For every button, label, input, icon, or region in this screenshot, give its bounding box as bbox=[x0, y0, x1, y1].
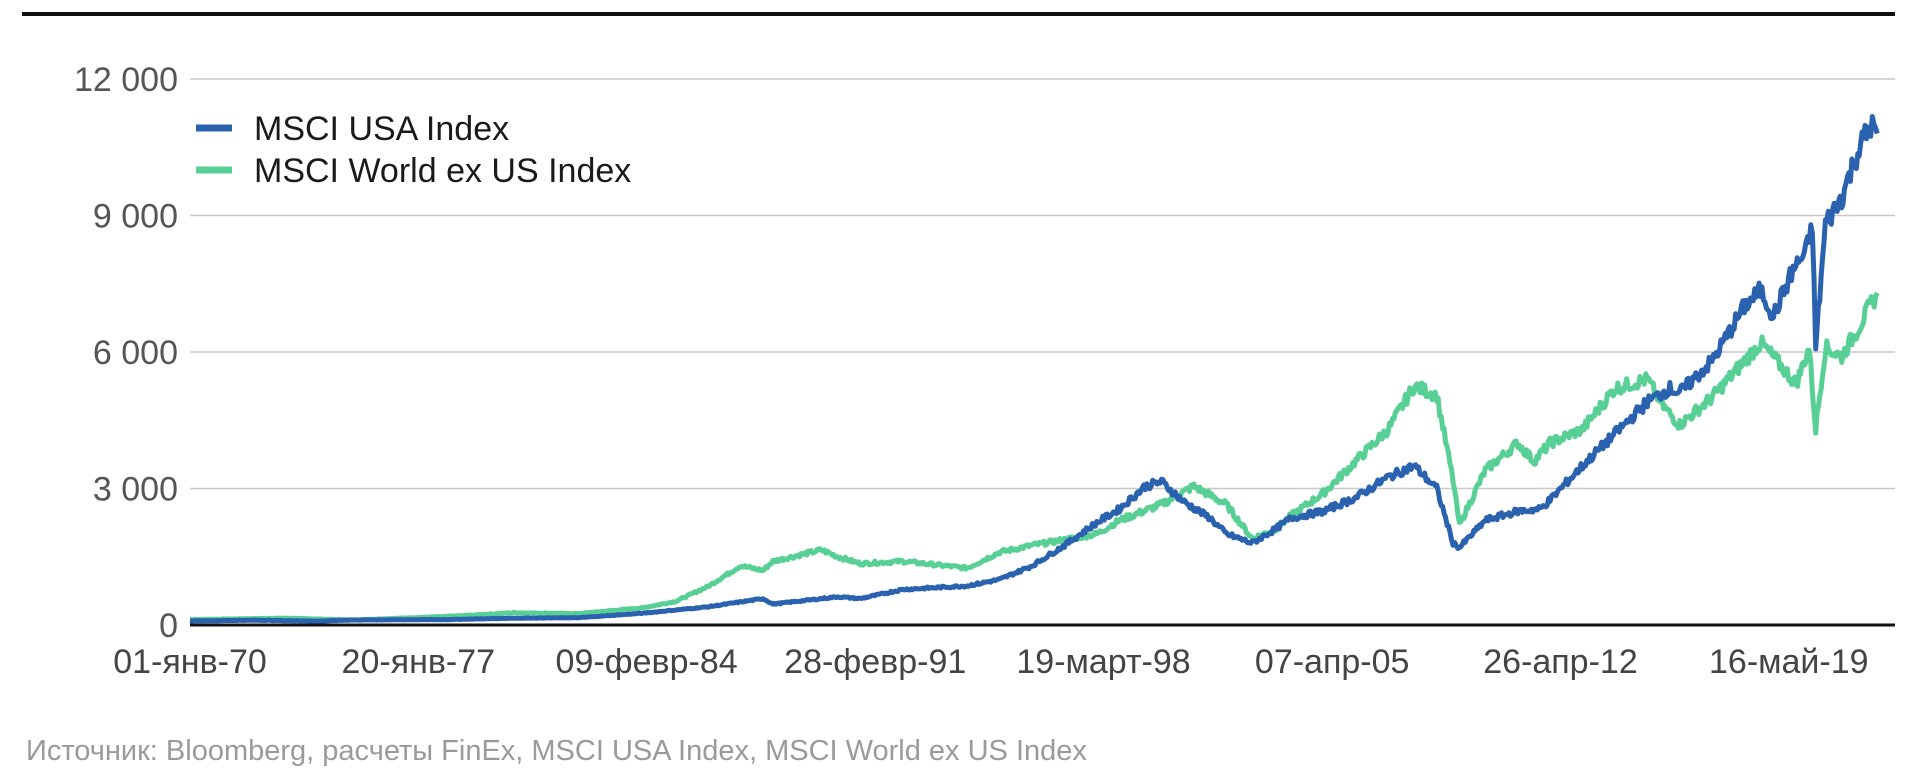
y-tick-label: 0 bbox=[159, 607, 178, 645]
gridlines bbox=[190, 78, 1895, 490]
y-tick-label: 6 000 bbox=[93, 334, 178, 372]
x-tick-label: 20-янв-77 bbox=[342, 643, 496, 681]
x-axis-ticks: 01-янв-70 20-янв-77 09-февр-84 28-февр-91 19… bbox=[113, 643, 1868, 681]
legend-label-msci-usa: MSCI USA Index bbox=[254, 110, 509, 148]
x-tick-label: 28-февр-91 bbox=[784, 643, 966, 681]
x-tick-label: 26-апр-12 bbox=[1483, 643, 1638, 681]
series-line-msci-usa bbox=[189, 114, 1880, 624]
legend: MSCI USA Index MSCI World ex US Index bbox=[196, 110, 631, 190]
y-tick-label: 12 000 bbox=[74, 61, 178, 99]
x-tick-label: 09-февр-84 bbox=[556, 643, 738, 681]
x-tick-label: 16-май-19 bbox=[1709, 643, 1869, 681]
y-tick-label: 9 000 bbox=[93, 198, 178, 236]
x-tick-label: 01-янв-70 bbox=[113, 643, 267, 681]
series-line-msci-world-ex-us bbox=[189, 291, 1880, 623]
x-tick-label: 07-апр-05 bbox=[1255, 643, 1410, 681]
y-tick-label: 3 000 bbox=[93, 471, 178, 509]
legend-label-msci-world-ex-us: MSCI World ex US Index bbox=[254, 152, 631, 190]
series-lines bbox=[189, 114, 1880, 624]
source-note: Источник: Bloomberg, расчеты FinEx, MSCI… bbox=[26, 735, 1087, 767]
x-tick-label: 19-март-98 bbox=[1016, 643, 1190, 681]
y-axis-ticks: 0 3 000 6 000 9 000 12 000 bbox=[74, 61, 178, 645]
